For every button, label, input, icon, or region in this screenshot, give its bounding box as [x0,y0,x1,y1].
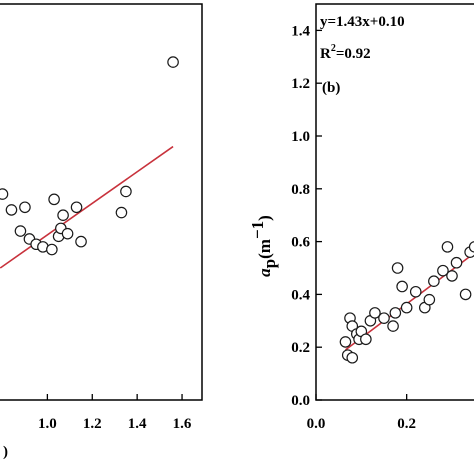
data-point [409,285,422,298]
ylabel-unit-superscript: −1 [248,221,267,239]
data-point [346,351,359,364]
panel-a-x-ticks: 1.0 1.2 1.4 1.6 [38,394,192,432]
y-tick-label: 0.8 [291,182,310,198]
ylabel-unit-close: ) [255,215,274,221]
panel-b-equation: y=1.43x+0.10 [320,14,405,30]
data-point [120,185,132,198]
y-tick-label: 0.0 [291,393,310,409]
data-point [14,225,27,237]
panel-a-points [0,56,179,256]
data-point [468,241,474,253]
data-point [459,288,472,301]
data-point [57,209,69,221]
panel-b-plot-frame [315,3,474,401]
y-tick-label: 1.2 [291,76,310,92]
panel-b-r-squared: R2=0.92 [320,43,371,62]
panel-b-x-ticks: 0.0 0.2 [307,394,416,432]
data-point [167,56,179,68]
data-point [46,243,58,256]
y-tick-label: 0.6 [291,235,310,251]
panel-b-y-ticks: 0.0 0.2 0.4 0.6 0.8 1.0 1.2 1.4 [291,23,322,409]
r2-prefix: R [320,46,331,62]
data-point [389,307,402,319]
panel-b-label: (b) [322,80,340,96]
data-point [61,227,74,240]
data-point [5,204,18,216]
x-tick-label: 0.0 [307,416,326,432]
data-point [75,235,87,248]
data-point [19,201,31,214]
data-point [387,320,399,332]
y-tick-label: 1.4 [291,23,310,39]
x-tick-label: 0.2 [397,416,416,432]
y-tick-label: 1.0 [291,129,310,145]
data-point [360,333,372,346]
data-point [115,206,128,219]
ylabel-unit: (m [255,239,274,259]
r2-value: =0.92 [336,46,371,62]
data-point [400,301,413,314]
x-tick-label: 1.0 [38,416,57,432]
x-tick-label: 1.2 [83,416,102,432]
data-point [437,264,449,277]
ylabel-subscript: p [260,259,279,268]
data-point [423,293,436,306]
data-point [428,275,440,287]
data-point [450,256,463,269]
data-point [369,307,381,319]
data-point [339,336,352,348]
panel-a-fit-line [0,145,174,269]
data-point [446,270,458,282]
y-tick-label: 0.2 [291,340,310,356]
y-tick-label: 0.4 [291,287,310,303]
r2-superscript: 2 [331,43,336,54]
data-point [441,241,454,253]
x-tick-label: 1.4 [128,416,147,432]
data-point [0,188,9,200]
ylabel-var: a [255,268,274,277]
data-point [48,193,60,206]
data-point [70,201,83,214]
panel-b-points [339,241,474,364]
data-point [396,280,408,293]
panel-b-y-axis-label: ap(m−1) [248,215,279,277]
x-tick-label: 1.6 [173,416,192,432]
panel-a-plot-frame [0,3,203,401]
panel-a-x-axis-label-fragment: ) [3,444,8,460]
data-point [378,312,390,324]
panel-a: 1.0 1.2 1.4 1.6 ) [0,3,203,460]
panel-b: 0.0 0.2 0.4 0.6 0.8 1.0 1.2 1.4 0.0 0.2 y=1.43x+… [248,3,474,432]
data-point [391,262,404,274]
